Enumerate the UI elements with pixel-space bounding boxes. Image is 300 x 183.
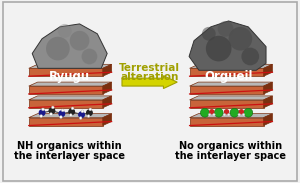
Circle shape xyxy=(213,113,215,116)
Circle shape xyxy=(229,27,252,51)
Circle shape xyxy=(50,113,52,115)
Polygon shape xyxy=(264,82,272,94)
Circle shape xyxy=(225,110,229,114)
Circle shape xyxy=(59,116,62,118)
Polygon shape xyxy=(264,96,272,108)
Circle shape xyxy=(79,112,84,117)
Circle shape xyxy=(70,31,89,51)
Polygon shape xyxy=(29,64,112,68)
Text: No organics within: No organics within xyxy=(179,141,282,151)
Polygon shape xyxy=(29,118,103,126)
Polygon shape xyxy=(190,86,264,94)
Circle shape xyxy=(42,108,44,111)
Circle shape xyxy=(61,109,64,112)
Polygon shape xyxy=(103,96,112,108)
Polygon shape xyxy=(29,114,112,118)
Polygon shape xyxy=(29,100,103,108)
Polygon shape xyxy=(264,64,272,76)
Text: Terrestrial: Terrestrial xyxy=(119,63,180,73)
Polygon shape xyxy=(190,100,264,108)
Circle shape xyxy=(58,24,72,38)
Polygon shape xyxy=(29,68,103,76)
Circle shape xyxy=(59,111,64,116)
Circle shape xyxy=(238,113,241,116)
Circle shape xyxy=(202,27,216,41)
Circle shape xyxy=(218,21,233,37)
Circle shape xyxy=(69,109,74,115)
Circle shape xyxy=(87,110,92,115)
Circle shape xyxy=(223,113,226,116)
Polygon shape xyxy=(190,82,272,86)
Text: Ryugu: Ryugu xyxy=(49,70,90,83)
Circle shape xyxy=(82,48,97,64)
Polygon shape xyxy=(190,96,272,100)
Polygon shape xyxy=(190,68,264,76)
Polygon shape xyxy=(32,24,107,68)
Circle shape xyxy=(230,108,239,117)
Circle shape xyxy=(71,107,74,110)
Circle shape xyxy=(89,108,92,111)
Circle shape xyxy=(79,117,82,119)
Circle shape xyxy=(206,36,232,61)
FancyArrow shape xyxy=(122,76,177,89)
Text: alteration: alteration xyxy=(120,72,179,82)
Text: NH organics within: NH organics within xyxy=(17,141,122,151)
Circle shape xyxy=(242,48,259,65)
Circle shape xyxy=(46,37,70,60)
Circle shape xyxy=(200,108,209,117)
Circle shape xyxy=(39,110,45,115)
Polygon shape xyxy=(103,64,112,76)
Circle shape xyxy=(49,108,55,113)
Polygon shape xyxy=(190,114,272,118)
Polygon shape xyxy=(190,64,272,68)
Polygon shape xyxy=(189,21,266,70)
Circle shape xyxy=(244,108,253,117)
Polygon shape xyxy=(103,114,112,126)
Circle shape xyxy=(242,113,245,116)
Circle shape xyxy=(40,115,43,117)
Circle shape xyxy=(52,106,54,109)
FancyBboxPatch shape xyxy=(3,2,297,181)
Polygon shape xyxy=(103,82,112,94)
Polygon shape xyxy=(264,114,272,126)
Circle shape xyxy=(81,110,84,113)
Circle shape xyxy=(87,115,90,117)
Text: the interlayer space: the interlayer space xyxy=(175,151,286,161)
Circle shape xyxy=(239,110,243,114)
Text: the interlayer space: the interlayer space xyxy=(14,151,125,161)
Circle shape xyxy=(69,114,72,116)
Polygon shape xyxy=(29,86,103,94)
Circle shape xyxy=(227,113,230,116)
Circle shape xyxy=(214,108,223,117)
Polygon shape xyxy=(29,82,112,86)
Text: Orgueil: Orgueil xyxy=(204,70,253,83)
Circle shape xyxy=(208,113,211,116)
Polygon shape xyxy=(190,118,264,126)
Polygon shape xyxy=(29,96,112,100)
Circle shape xyxy=(210,110,214,114)
